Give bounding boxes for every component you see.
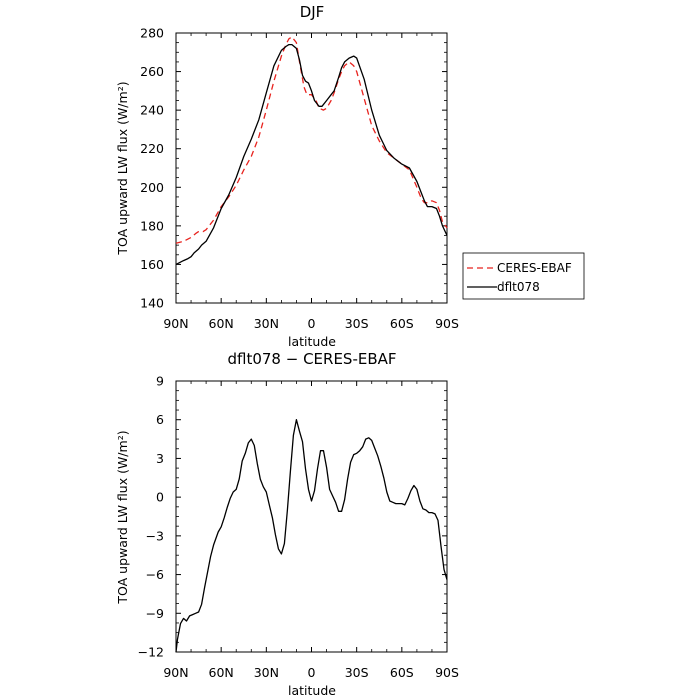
panel1-y-axis-label: TOA upward LW flux (W/m²) <box>115 81 130 255</box>
y-tick-label: 240 <box>140 103 164 118</box>
x-tick-label: 30S <box>345 316 369 331</box>
x-tick-label: 30N <box>254 316 279 331</box>
y-tick-label: 180 <box>140 218 164 233</box>
y-tick-label: −12 <box>138 645 164 660</box>
panel2-title: dflt078 − CERES-EBAF <box>227 350 396 368</box>
panel1-x-ticks: 90N 60N 30N 0 30S 60S 90S <box>163 33 459 331</box>
y-tick-label: 200 <box>140 180 164 195</box>
y-tick-label: 3 <box>156 451 164 466</box>
panel2-x-ticks: 90N 60N 30N 0 30S 60S 90S <box>163 381 459 680</box>
x-tick-label: 0 <box>308 316 316 331</box>
x-tick-label: 90N <box>163 316 188 331</box>
panel2-y-ticks: −12 −9 −6 −3 0 3 6 9 <box>138 374 447 660</box>
series-line-ceres-ebaf <box>175 36 448 244</box>
series-line-difference <box>175 419 448 653</box>
y-tick-label: 160 <box>140 257 164 272</box>
panel1-x-axis-label: latitude <box>288 334 336 349</box>
y-tick-label: −9 <box>146 606 164 621</box>
y-tick-label: 220 <box>140 141 164 156</box>
x-tick-label: 60S <box>390 665 414 680</box>
panel-difference: dflt078 − CERES-EBAF −12 −9 −6 −3 0 3 6 9 90N 60… <box>115 350 459 698</box>
x-tick-label: 60N <box>209 665 234 680</box>
x-tick-label: 30S <box>345 665 369 680</box>
panel2-y-axis-label: TOA upward LW flux (W/m²) <box>115 430 130 604</box>
y-tick-label: −3 <box>146 528 164 543</box>
panel2-x-axis-label: latitude <box>288 683 336 698</box>
panel1-y-ticks: 140 160 180 200 220 240 260 280 <box>140 26 447 311</box>
y-tick-label: 0 <box>156 490 164 505</box>
x-tick-label: 0 <box>308 665 316 680</box>
legend-label-ceres: CERES-EBAF <box>497 261 572 275</box>
panel1-plot-area <box>175 36 448 265</box>
legend-box <box>462 252 585 300</box>
y-tick-label: −6 <box>146 567 164 582</box>
y-tick-label: 6 <box>156 412 164 427</box>
x-tick-label: 90S <box>435 665 459 680</box>
series-line-dflt078 <box>175 43 448 265</box>
panel1-title: DJF <box>300 3 325 21</box>
x-tick-label: 30N <box>254 665 279 680</box>
x-tick-label: 60N <box>209 316 234 331</box>
x-tick-label: 90N <box>163 665 188 680</box>
y-tick-label: 260 <box>140 64 164 79</box>
panel-djf: DJF 140 160 180 200 220 240 260 280 90N 60N 30N 0 3… <box>115 3 585 349</box>
x-tick-label: 90S <box>435 316 459 331</box>
y-tick-label: 140 <box>140 296 164 311</box>
y-tick-label: 280 <box>140 26 164 41</box>
legend: CERES-EBAF dflt078 <box>462 252 585 300</box>
panel2-frame <box>175 380 448 653</box>
legend-label-model: dflt078 <box>497 280 540 294</box>
y-tick-label: 9 <box>156 374 164 389</box>
panel2-plot-area <box>175 419 448 653</box>
x-tick-label: 60S <box>390 316 414 331</box>
